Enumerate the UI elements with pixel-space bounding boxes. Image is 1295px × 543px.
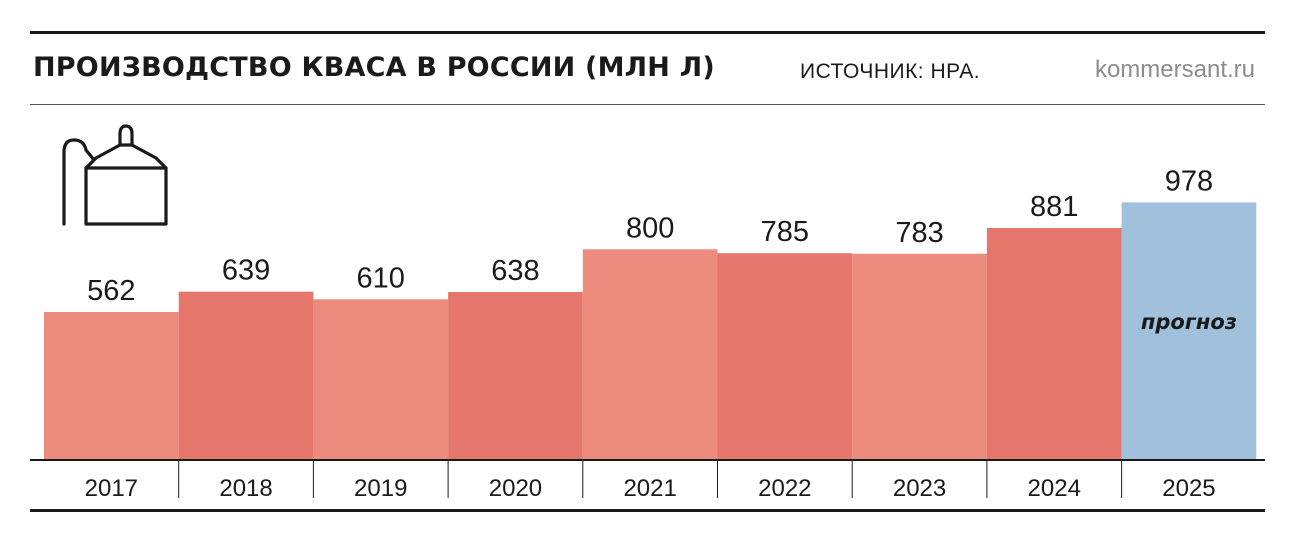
bar-2021 (583, 249, 718, 460)
year-label: 2020 (489, 475, 542, 502)
bar-2020 (448, 292, 583, 460)
bar-2022 (718, 253, 853, 460)
year-label: 2022 (758, 475, 811, 502)
value-label: 638 (491, 255, 539, 287)
value-label: 785 (761, 216, 809, 248)
bar-2024 (987, 228, 1122, 460)
year-label: 2018 (219, 475, 272, 502)
value-label: 562 (87, 275, 135, 307)
value-label: 783 (895, 217, 943, 249)
value-label: 800 (626, 212, 674, 244)
bottom-rule (30, 509, 1265, 512)
year-label: 2025 (1162, 475, 1215, 502)
bar-2019 (313, 299, 448, 460)
year-label: 2019 (354, 475, 407, 502)
value-label: 610 (357, 262, 405, 294)
value-label: 881 (1030, 191, 1078, 223)
value-label: 639 (222, 255, 270, 287)
year-label: 2024 (1028, 475, 1081, 502)
year-label: 2017 (85, 475, 138, 502)
year-label: 2021 (623, 475, 676, 502)
value-label: 978 (1165, 165, 1213, 197)
bar-2023 (852, 254, 987, 460)
year-label: 2023 (893, 475, 946, 502)
bar-2017 (44, 312, 179, 460)
bar-2018 (179, 292, 314, 460)
forecast-label: прогноз (1141, 310, 1237, 334)
